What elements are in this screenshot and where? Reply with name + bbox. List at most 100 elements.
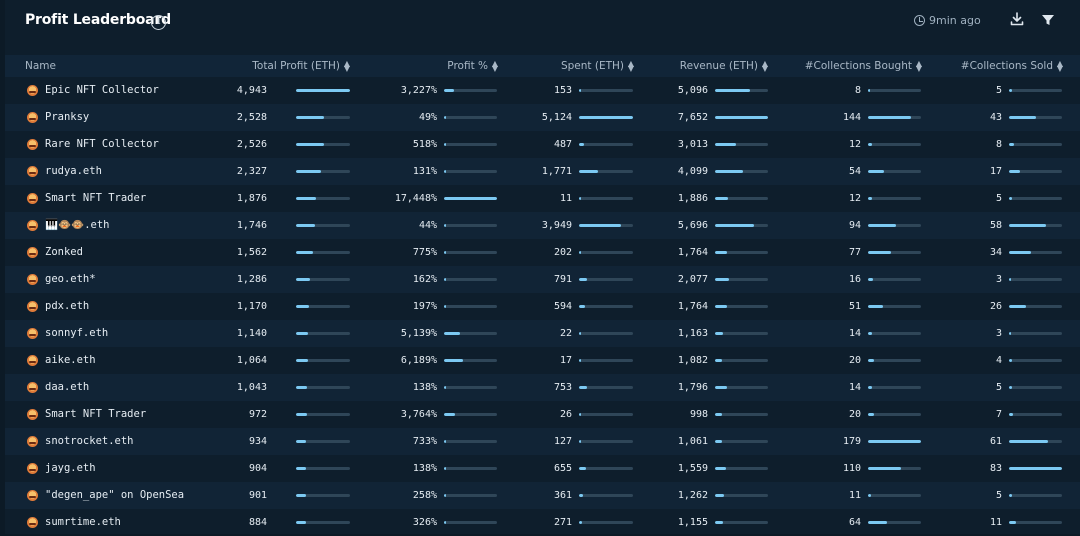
revenue-bar bbox=[715, 359, 768, 362]
table-row[interactable]: jayg.eth 904 138% 655 1,559 110 83 bbox=[5, 455, 1080, 482]
table-row[interactable]: Smart NFT Trader 1,876 17,448% 11 1,886 12 5 bbox=[5, 185, 1080, 212]
pct-value: 5,139% bbox=[400, 328, 437, 339]
pct-bar-fill bbox=[444, 386, 446, 389]
column-header-pct[interactable]: Profit % ▲ ▼ bbox=[447, 55, 498, 77]
trader-name-cell[interactable]: geo.eth* bbox=[27, 266, 96, 293]
sort-icon[interactable]: ▲ ▼ bbox=[761, 59, 768, 73]
table-row[interactable]: snotrocket.eth 934 733% 127 1,061 179 61 bbox=[5, 428, 1080, 455]
trader-name-cell[interactable]: aike.eth bbox=[27, 347, 96, 374]
trader-name-cell[interactable]: rudya.eth bbox=[27, 158, 102, 185]
trader-name[interactable]: Zonked bbox=[45, 246, 83, 258]
table-row[interactable]: pdx.eth 1,170 197% 594 1,764 51 26 bbox=[5, 293, 1080, 320]
column-header-profit[interactable]: Total Profit (ETH) ▲ ▼ bbox=[252, 55, 350, 77]
table-row[interactable]: Rare NFT Collector 2,526 518% 487 3,013 12 8 bbox=[5, 131, 1080, 158]
sort-icon[interactable]: ▲ ▼ bbox=[1056, 59, 1063, 73]
column-header-sold[interactable]: #Collections Sold ▲ ▼ bbox=[961, 55, 1063, 77]
trader-name-cell[interactable]: snotrocket.eth bbox=[27, 428, 134, 455]
sold-bar-fill bbox=[1009, 89, 1012, 92]
trader-name[interactable]: Smart NFT Trader bbox=[45, 408, 147, 420]
trader-name-cell[interactable]: sonnyf.eth bbox=[27, 320, 108, 347]
trader-name[interactable]: snotrocket.eth bbox=[45, 435, 134, 447]
avatar-icon bbox=[27, 355, 38, 366]
info-icon[interactable]: i bbox=[151, 15, 166, 30]
trader-name[interactable]: aike.eth bbox=[45, 354, 96, 366]
table-row[interactable]: Pranksy 2,528 49% 5,124 7,652 144 43 bbox=[5, 104, 1080, 131]
profit-bar-fill bbox=[296, 413, 307, 416]
table-row[interactable]: Epic NFT Collector 4,943 3,227% 153 5,096 8 5 bbox=[5, 77, 1080, 104]
column-header-label: Revenue (ETH) bbox=[679, 60, 758, 72]
trader-name[interactable]: daa.eth bbox=[45, 381, 90, 393]
table-row[interactable]: geo.eth* 1,286 162% 791 2,077 16 3 bbox=[5, 266, 1080, 293]
table-row[interactable]: sumrtime.eth 884 326% 271 1,155 64 11 bbox=[5, 509, 1080, 536]
sort-icon[interactable]: ▲ ▼ bbox=[343, 59, 350, 73]
column-header-bought[interactable]: #Collections Bought ▲ ▼ bbox=[805, 55, 922, 77]
column-header-spent[interactable]: Spent (ETH) ▲ ▼ bbox=[561, 55, 634, 77]
last-updated[interactable]: 9min ago bbox=[914, 14, 981, 27]
sold-bar-fill bbox=[1009, 413, 1013, 416]
trader-name[interactable]: Epic NFT Collector bbox=[45, 84, 159, 96]
pct-bar bbox=[444, 467, 497, 470]
trader-name-cell[interactable]: sumrtime.eth bbox=[27, 509, 121, 536]
trader-name-cell[interactable]: "degen_ape" on OpenSea bbox=[27, 482, 184, 509]
sold-bar-fill bbox=[1009, 386, 1012, 389]
table-row[interactable]: aike.eth 1,064 6,189% 17 1,082 20 4 bbox=[5, 347, 1080, 374]
trader-name[interactable]: Smart NFT Trader bbox=[45, 192, 147, 204]
pct-value: 3,227% bbox=[400, 85, 437, 96]
trader-name-cell[interactable]: daa.eth bbox=[27, 374, 89, 401]
column-header-revenue[interactable]: Revenue (ETH) ▲ ▼ bbox=[680, 55, 768, 77]
trader-name-cell[interactable]: Zonked bbox=[27, 239, 83, 266]
profit-bar-fill bbox=[296, 359, 308, 362]
sort-icon[interactable]: ▲ ▼ bbox=[915, 59, 922, 73]
trader-name-cell[interactable]: 🎹🐵🐵.eth bbox=[27, 212, 110, 239]
download-icon[interactable] bbox=[1009, 11, 1025, 27]
sold-bar-fill bbox=[1009, 116, 1036, 119]
sold-bar-fill bbox=[1009, 440, 1048, 443]
sold-value: 7 bbox=[995, 409, 1002, 420]
sold-value: 83 bbox=[989, 463, 1002, 474]
profit-bar bbox=[296, 386, 350, 389]
filter-icon[interactable] bbox=[1041, 13, 1055, 27]
trader-name[interactable]: geo.eth* bbox=[45, 273, 96, 285]
pct-bar-fill bbox=[444, 359, 463, 362]
revenue-value: 1,559 bbox=[677, 463, 708, 474]
table-row[interactable]: Zonked 1,562 775% 202 1,764 77 34 bbox=[5, 239, 1080, 266]
profit-bar bbox=[296, 467, 350, 470]
pct-bar bbox=[444, 197, 497, 200]
trader-name-cell[interactable]: Pranksy bbox=[27, 104, 89, 131]
trader-name[interactable]: pdx.eth bbox=[45, 300, 90, 312]
trader-name-cell[interactable]: Smart NFT Trader bbox=[27, 401, 146, 428]
table-row[interactable]: 🎹🐵🐵.eth 1,746 44% 3,949 5,696 94 58 bbox=[5, 212, 1080, 239]
sold-value: 26 bbox=[989, 301, 1002, 312]
pct-bar-fill bbox=[444, 467, 446, 470]
table-row[interactable]: rudya.eth 2,327 131% 1,771 4,099 54 17 bbox=[5, 158, 1080, 185]
trader-name[interactable]: 🎹🐵🐵.eth bbox=[45, 219, 110, 231]
trader-name-cell[interactable]: Rare NFT Collector bbox=[27, 131, 159, 158]
trader-name[interactable]: sumrtime.eth bbox=[45, 516, 121, 528]
revenue-bar-fill bbox=[715, 305, 727, 308]
trader-name[interactable]: "degen_ape" on OpenSea bbox=[45, 489, 185, 501]
trader-name[interactable]: sonnyf.eth bbox=[45, 327, 109, 339]
trader-name[interactable]: Rare NFT Collector bbox=[45, 138, 159, 150]
revenue-value: 4,099 bbox=[677, 166, 708, 177]
trader-name[interactable]: rudya.eth bbox=[45, 165, 102, 177]
column-header-name[interactable]: Name bbox=[25, 55, 56, 77]
trader-name[interactable]: Pranksy bbox=[45, 111, 90, 123]
table-row[interactable]: Smart NFT Trader 972 3,764% 26 998 20 7 bbox=[5, 401, 1080, 428]
trader-name-cell[interactable]: jayg.eth bbox=[27, 455, 96, 482]
trader-name[interactable]: jayg.eth bbox=[45, 462, 96, 474]
trader-name-cell[interactable]: Smart NFT Trader bbox=[27, 185, 146, 212]
table-row[interactable]: "degen_ape" on OpenSea 901 258% 361 1,262 11 5 bbox=[5, 482, 1080, 509]
sort-icon[interactable]: ▲ ▼ bbox=[491, 59, 498, 73]
revenue-value: 1,796 bbox=[677, 382, 708, 393]
spent-bar-fill bbox=[579, 197, 581, 200]
sold-value: 3 bbox=[995, 328, 1002, 339]
trader-name-cell[interactable]: pdx.eth bbox=[27, 293, 89, 320]
spent-value: 791 bbox=[553, 274, 572, 285]
table-row[interactable]: sonnyf.eth 1,140 5,139% 22 1,163 14 3 bbox=[5, 320, 1080, 347]
profit-bar bbox=[296, 197, 350, 200]
bought-bar bbox=[868, 143, 921, 146]
table-row[interactable]: daa.eth 1,043 138% 753 1,796 14 5 bbox=[5, 374, 1080, 401]
pct-bar-fill bbox=[444, 440, 446, 443]
trader-name-cell[interactable]: Epic NFT Collector bbox=[27, 77, 159, 104]
sort-icon[interactable]: ▲ ▼ bbox=[627, 59, 634, 73]
